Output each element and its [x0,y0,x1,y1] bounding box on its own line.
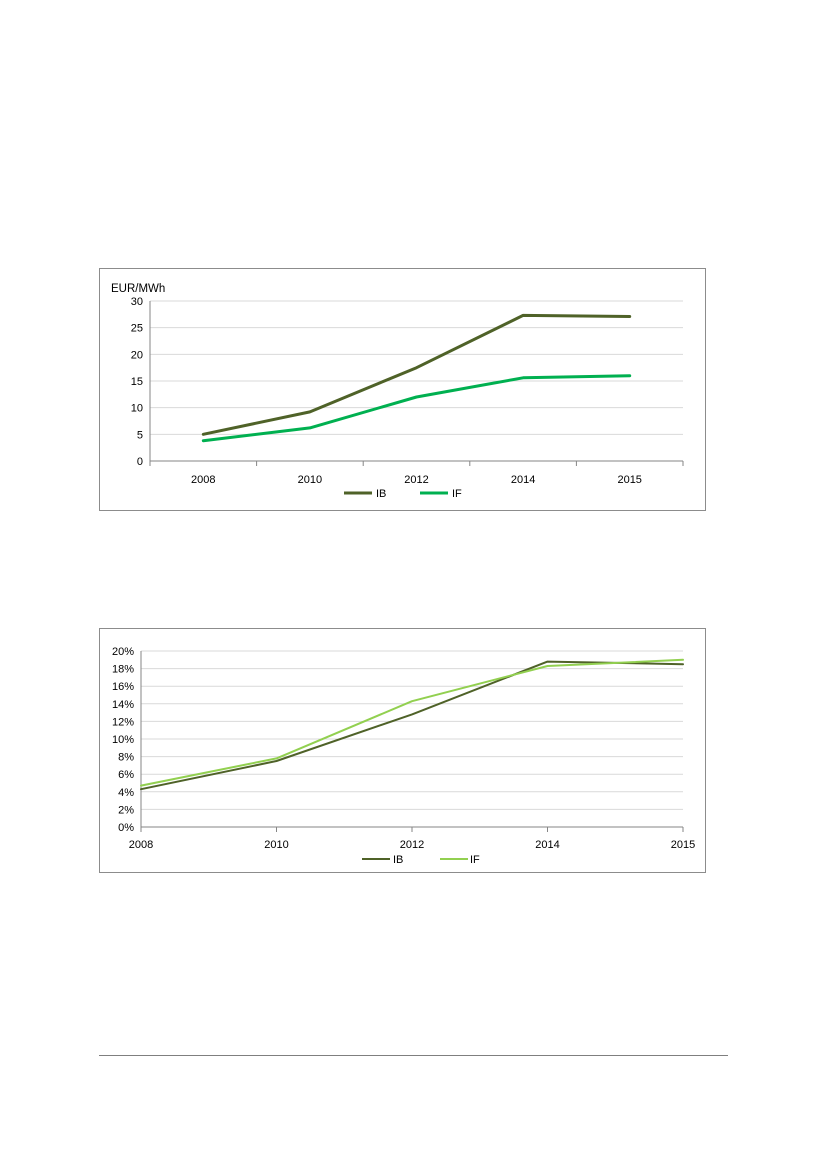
y-tick-label: 30 [131,296,143,308]
legend-label-if: IF [452,488,462,500]
y-tick-label: 20 [131,349,143,361]
x-tick-label: 2010 [264,839,288,851]
y-tick-label: 4% [118,787,134,799]
y-tick-label: 5 [137,429,143,441]
series-line-ib [201,313,632,436]
legend-label-ib: IB [393,854,403,866]
x-tick-label: 2010 [298,474,322,486]
x-tick-label: 2015 [617,474,641,486]
y-tick-label: 25 [131,323,143,335]
x-tick-label: 2008 [191,474,215,486]
chart-percentage-svg: 0% 2% 4% 6% 8% 10% 12% 14% 16% 18% 20% 2008 2010 2012… [112,646,695,866]
x-tick-label: 2014 [511,474,535,486]
y-tick-label: 8% [118,752,134,764]
x-tick-label: 2008 [129,839,153,851]
x-tick-label: 2012 [400,839,424,851]
series-line-if [140,658,684,787]
y-tick-label: 15 [131,376,143,388]
chart-percentage: 0% 2% 4% 6% 8% 10% 12% 14% 16% 18% 20% 2008 2010 2012… [99,628,706,873]
y-tick-label: 18% [112,664,134,676]
y-tick-label: 10% [112,734,134,746]
x-tick-label: 2012 [404,474,428,486]
y-tick-label: 2% [118,804,134,816]
legend-label-ib: IB [376,488,386,500]
y-axis-unit-label: EUR/MWh [111,283,165,295]
y-tick-label: 10 [131,403,143,415]
series-line-ib [140,660,684,791]
y-tick-label: 16% [112,681,134,693]
y-tick-label: 0% [118,822,134,834]
chart-eur-mwh-svg: 0 5 10 15 20 25 30 2008 2010 2012 2014 2015 EUR/MWh I… [111,283,684,500]
x-tick-label: 2015 [671,839,695,851]
y-tick-label: 0 [137,456,143,468]
series-line-if [201,374,632,443]
chart-eur-mwh: 0 5 10 15 20 25 30 2008 2010 2012 2014 2015 EUR/MWh I… [99,268,706,511]
y-tick-label: 20% [112,646,134,658]
y-tick-label: 14% [112,699,134,711]
x-tick-label: 2014 [535,839,559,851]
y-tick-label: 6% [118,769,134,781]
y-tick-label: 12% [112,716,134,728]
footer-divider [99,1055,728,1056]
legend-label-if: IF [470,854,480,866]
